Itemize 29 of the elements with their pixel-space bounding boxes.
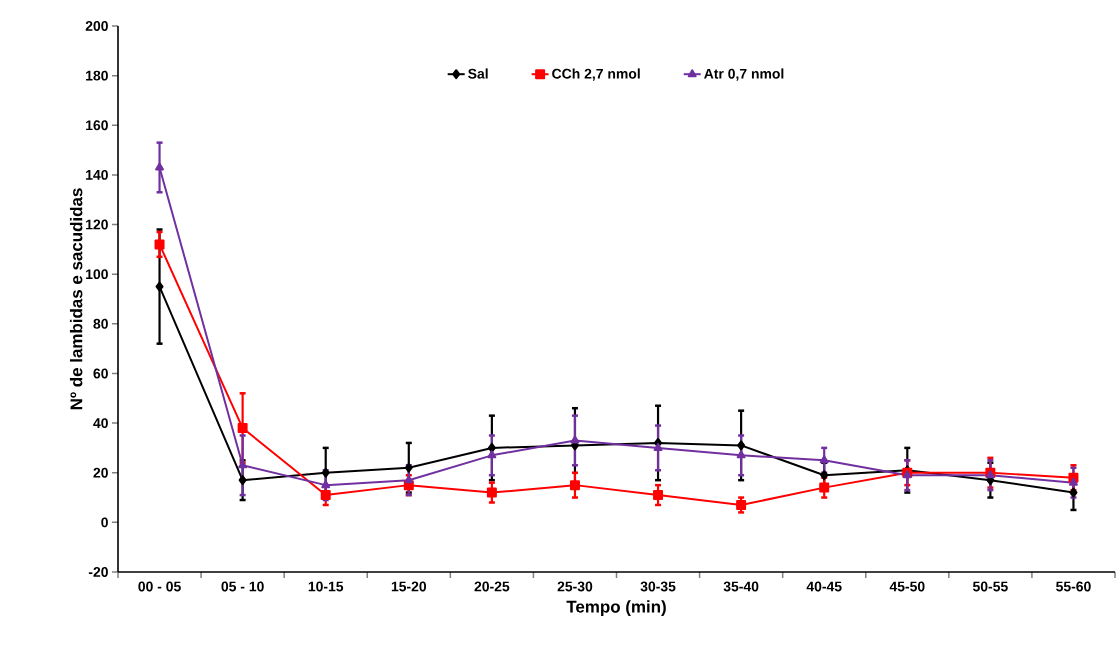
y-tick-label: 120 [86,219,108,230]
legend-label: CCh 2,7 nmol [552,68,640,81]
x-axis-title: Tempo (min) [566,600,666,617]
y-tick-label: 80 [93,318,108,329]
x-tick-label: 05 - 10 [221,581,264,592]
legend-label: Atr 0,7 nmol [704,68,784,81]
x-tick-label: 35-40 [723,581,759,592]
x-tick-label: 20-25 [474,581,510,592]
x-tick-label: 55-60 [1056,581,1091,592]
x-tick-label: 40-45 [806,581,842,592]
y-tick-label: 20 [93,467,108,478]
y-tick-label: 40 [93,418,108,429]
legend-label: Sal [468,68,488,79]
x-tick-label: 50-55 [972,581,1008,592]
x-tick-label: 45-50 [889,581,925,592]
y-tick-label: 100 [86,269,108,280]
x-tick-label: 10-15 [308,581,344,592]
y-tick-label: 60 [93,368,108,379]
y-tick-label: 140 [86,169,108,180]
y-tick-label: -20 [88,567,108,577]
x-tick-label: 15-20 [391,581,427,592]
y-axis-title: Nº de lambidas e sacudidas [69,188,83,410]
x-tick-label: 00 - 05 [138,581,181,592]
x-tick-label: 30-35 [640,581,676,592]
y-tick-label: 180 [86,70,108,81]
x-tick-label: 25-30 [557,581,593,592]
y-tick-label: 200 [85,21,108,31]
y-tick-label: 160 [86,120,108,131]
y-tick-label: 0 [101,517,108,528]
